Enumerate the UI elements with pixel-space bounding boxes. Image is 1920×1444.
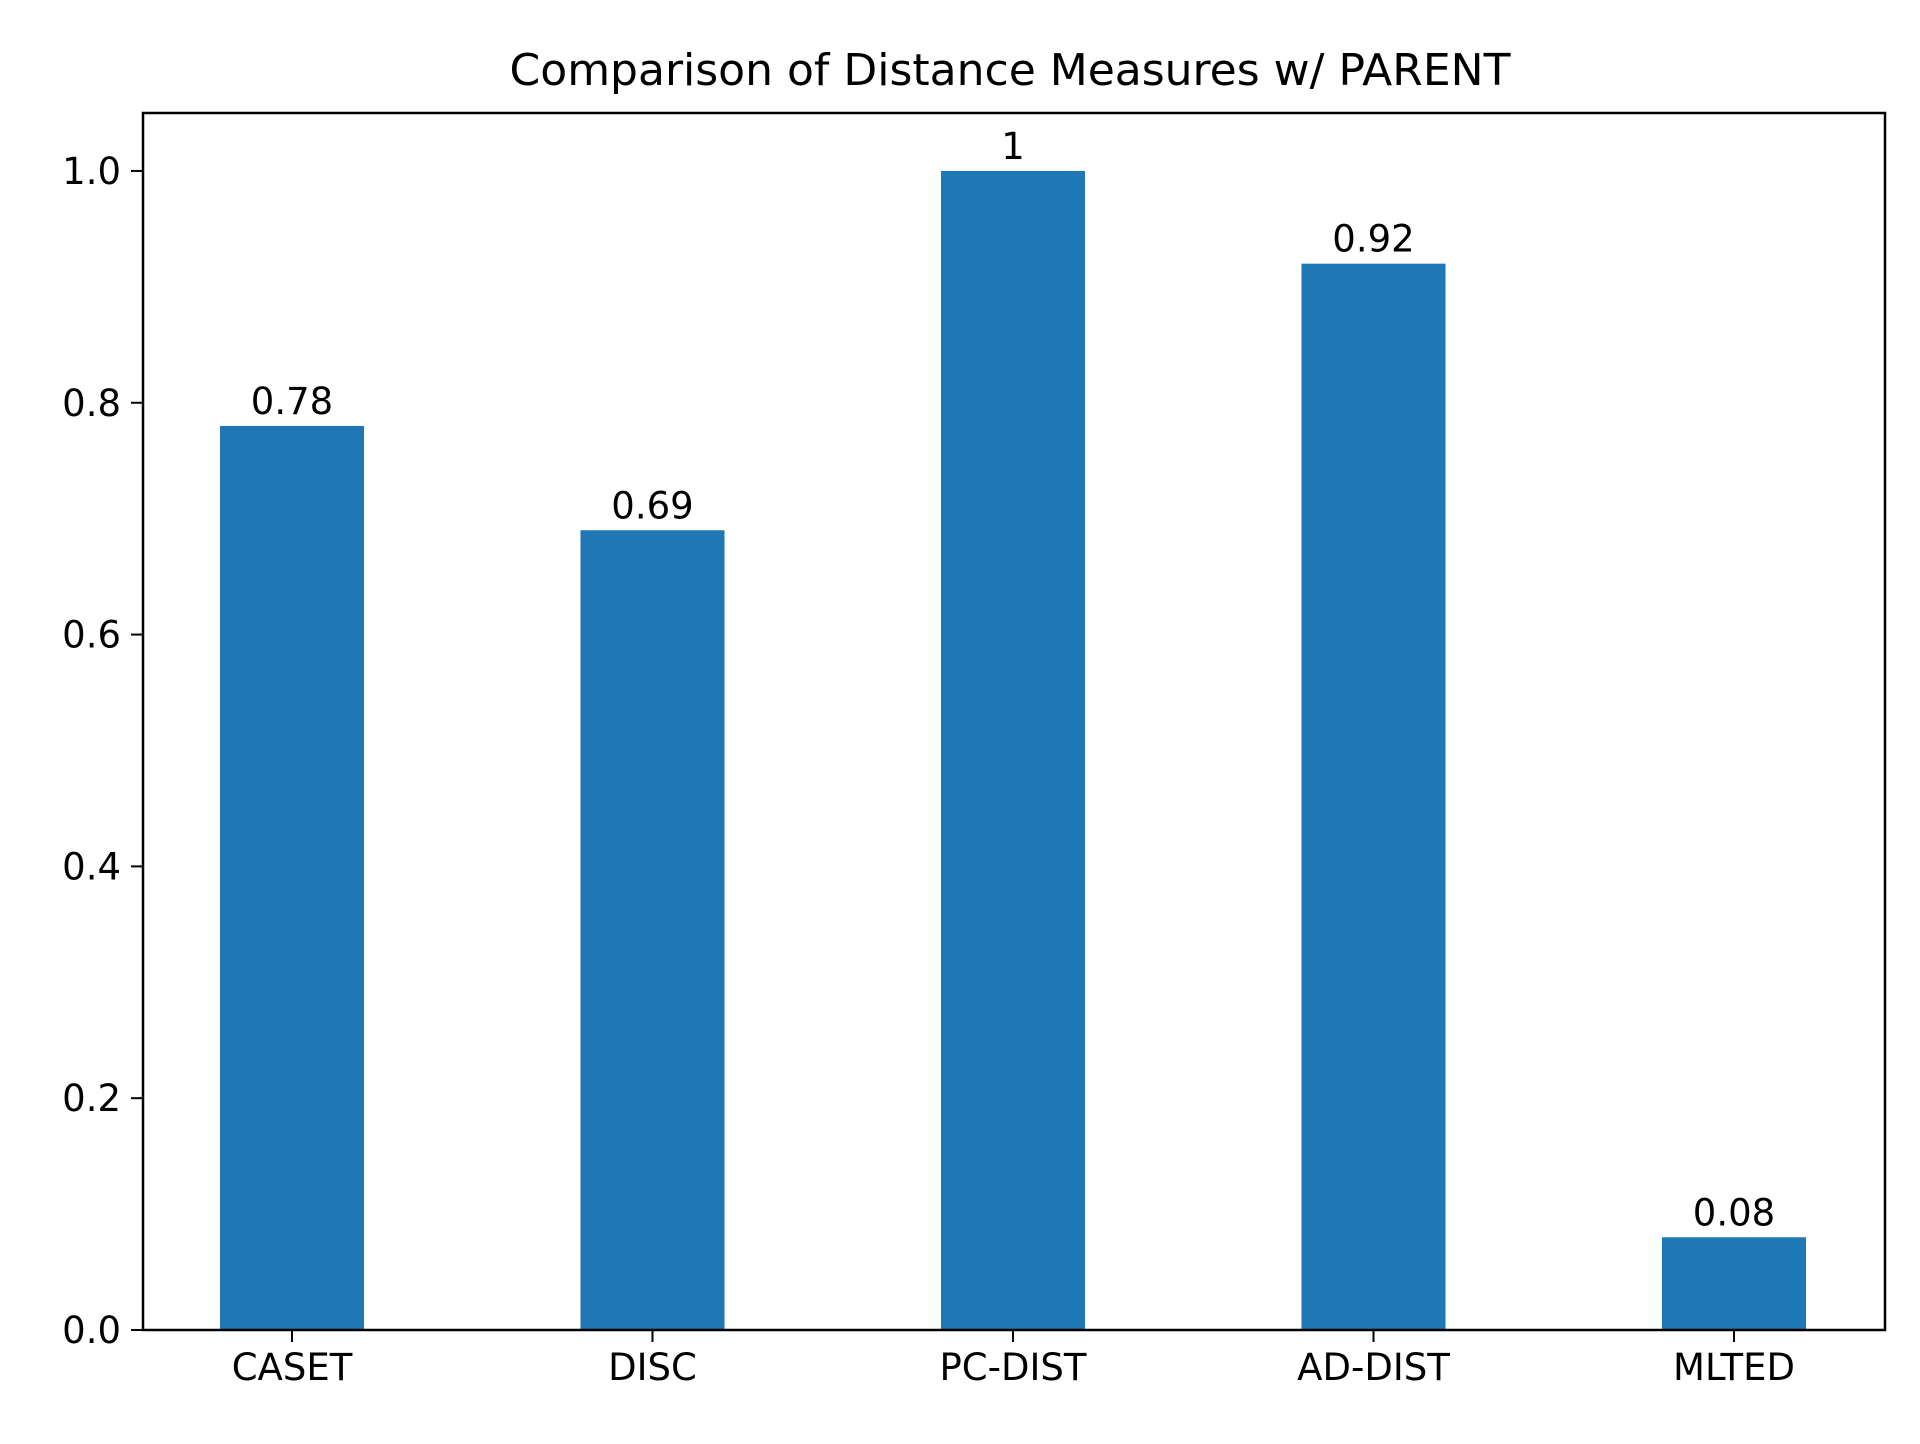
value-label-pc-dist: 1: [1001, 125, 1025, 168]
chart-title: Comparison of Distance Measures w/ PAREN…: [510, 45, 1511, 96]
y-tick-label: 0.6: [62, 614, 121, 657]
plot-frame: [141, 111, 1887, 1332]
x-tick-label-disc: DISC: [608, 1346, 697, 1389]
x-axis: CASET DISC PC-DIST AD-DIST MLTED: [232, 1330, 1795, 1389]
y-tick-label: 0.2: [62, 1077, 121, 1120]
y-tick-label: 0.8: [62, 382, 121, 425]
x-tick-label-ad-dist: AD-DIST: [1297, 1346, 1450, 1389]
value-labels-layer: 0.78 0.69 1 0.92 0.08: [251, 125, 1775, 1234]
y-axis: 0.0 0.2 0.4 0.6 0.8 1.0: [62, 150, 143, 1352]
x-tick-label-pc-dist: PC-DIST: [940, 1346, 1087, 1389]
value-label-disc: 0.69: [611, 484, 693, 527]
bars-layer: [220, 170, 1806, 1331]
bar-mlted: [1662, 1237, 1806, 1330]
x-tick-label-mlted: MLTED: [1673, 1346, 1795, 1389]
y-tick-label: 0.4: [62, 845, 121, 888]
bar-ad-dist: [1301, 263, 1446, 1331]
bar-caset: [220, 425, 364, 1330]
y-tick-label: 1.0: [62, 150, 121, 193]
value-label-ad-dist: 0.92: [1332, 218, 1414, 261]
bar-disc: [580, 530, 725, 1330]
value-label-caset: 0.78: [251, 380, 333, 423]
value-label-mlted: 0.08: [1693, 1191, 1775, 1234]
x-tick-label-caset: CASET: [232, 1346, 353, 1389]
bar-pc-dist: [941, 170, 1085, 1330]
y-tick-label: 0.0: [62, 1309, 121, 1352]
